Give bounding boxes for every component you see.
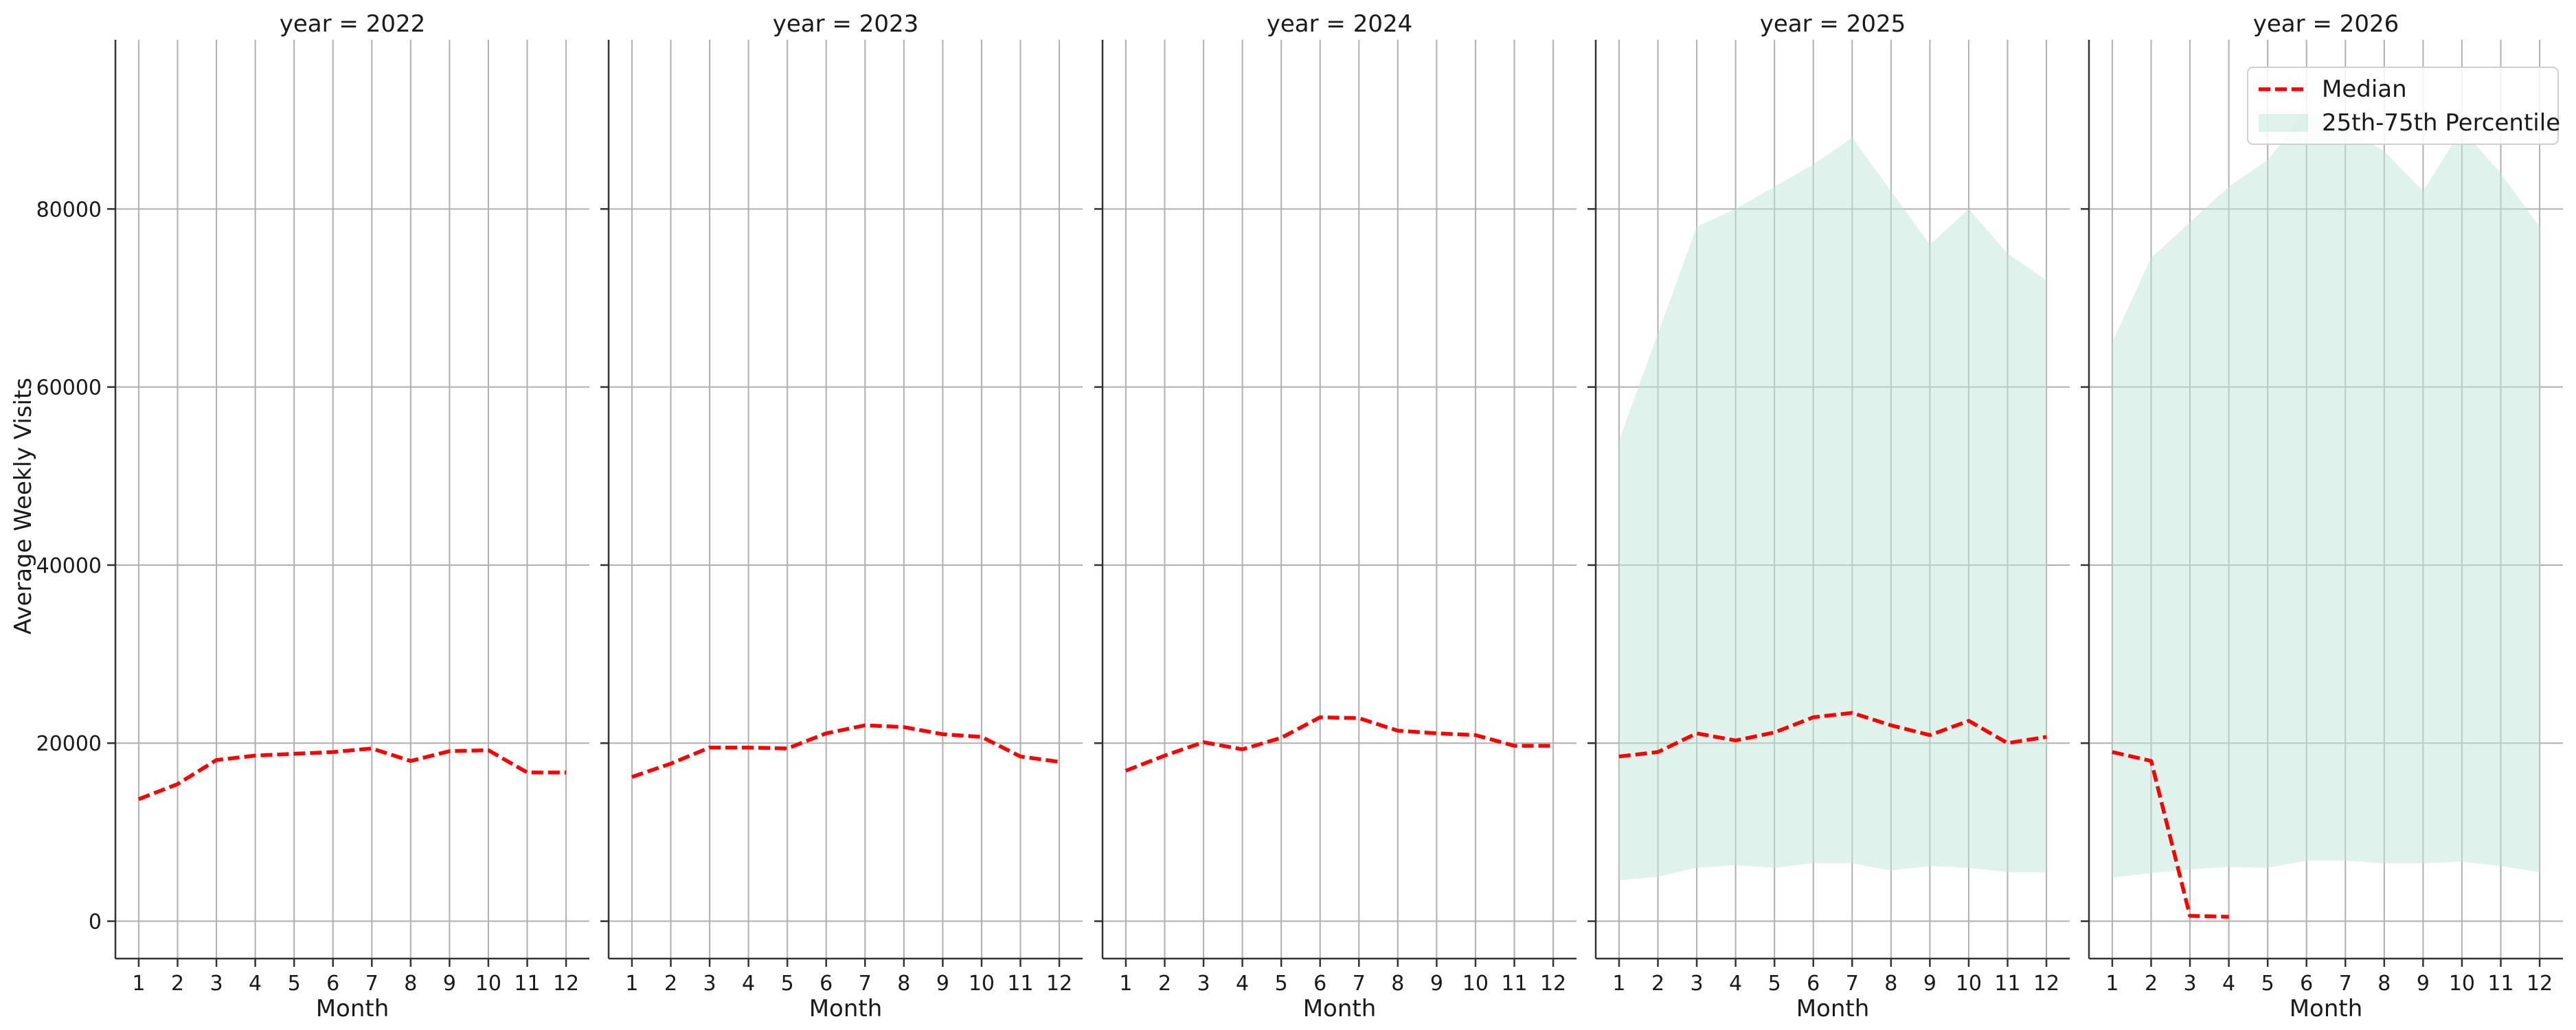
y-tick-label: 20000 — [36, 732, 102, 756]
percentile-band — [2112, 111, 2540, 878]
x-tick-label: 11 — [1994, 972, 2020, 996]
panel-title: year = 2022 — [280, 10, 425, 38]
x-tick-label: 9 — [1430, 972, 1443, 996]
x-tick-label: 10 — [969, 972, 995, 996]
x-tick-label: 8 — [897, 972, 910, 996]
x-tick-label: 6 — [326, 972, 339, 996]
x-tick-label: 9 — [936, 972, 949, 996]
legend-band-swatch — [2259, 114, 2308, 132]
x-tick-label: 2 — [1158, 972, 1171, 996]
x-tick-label: 12 — [2527, 972, 2553, 996]
x-axis-label: Month — [316, 995, 389, 1022]
x-axis-label: Month — [1796, 995, 1870, 1022]
x-tick-label: 10 — [1462, 972, 1489, 996]
y-axis-label: Average Weekly Visits — [10, 378, 37, 634]
x-axis-label: Month — [1303, 995, 1377, 1022]
x-tick-label: 7 — [2339, 972, 2352, 996]
x-tick-label: 4 — [1729, 972, 1742, 996]
x-tick-label: 7 — [859, 972, 872, 996]
x-tick-label: 3 — [210, 972, 223, 996]
x-tick-label: 8 — [404, 972, 417, 996]
x-tick-label: 9 — [1923, 972, 1936, 996]
x-tick-label: 12 — [1046, 972, 1072, 996]
x-tick-label: 2 — [2145, 972, 2158, 996]
legend-band-label: 25th-75th Percentile — [2322, 109, 2560, 137]
x-tick-label: 7 — [1846, 972, 1859, 996]
panel-title: year = 2024 — [1267, 10, 1412, 38]
x-tick-label: 6 — [820, 972, 833, 996]
x-tick-label: 3 — [2184, 972, 2197, 996]
x-tick-label: 7 — [365, 972, 379, 996]
x-tick-label: 9 — [443, 972, 456, 996]
x-tick-label: 11 — [1007, 972, 1033, 996]
x-tick-label: 12 — [1540, 972, 1566, 996]
x-tick-label: 6 — [1313, 972, 1326, 996]
x-tick-label: 5 — [2261, 972, 2274, 996]
legend-box — [2247, 67, 2559, 145]
x-tick-label: 3 — [703, 972, 716, 996]
median-line — [2112, 750, 2229, 919]
x-tick-label: 9 — [2417, 972, 2430, 996]
x-tick-label: 1 — [132, 972, 145, 996]
x-axis-label: Month — [809, 995, 883, 1022]
x-tick-label: 10 — [2449, 972, 2475, 996]
x-tick-label: 3 — [1197, 972, 1210, 996]
median-line — [1125, 715, 1554, 772]
x-tick-label: 6 — [1807, 972, 1820, 996]
x-tick-label: 10 — [475, 972, 501, 996]
x-tick-label: 11 — [514, 972, 540, 996]
x-tick-label: 11 — [2487, 972, 2513, 996]
percentile-band — [1618, 137, 2047, 880]
x-tick-label: 8 — [1884, 972, 1897, 996]
legend: Median 25th-75th Percentile — [2247, 67, 2560, 145]
x-tick-label: 5 — [781, 972, 794, 996]
x-tick-label: 6 — [2300, 972, 2313, 996]
x-tick-label: 8 — [2377, 972, 2391, 996]
x-tick-label: 11 — [1501, 972, 1527, 996]
panel-title: year = 2026 — [2253, 10, 2399, 38]
median-line — [1618, 711, 2047, 759]
x-tick-label: 2 — [171, 972, 184, 996]
y-tick-label: 60000 — [36, 376, 102, 400]
x-tick-label: 5 — [1768, 972, 1781, 996]
panel-title: year = 2025 — [1760, 10, 1906, 38]
median-line — [631, 723, 1060, 779]
x-tick-label: 4 — [249, 972, 262, 996]
x-tick-label: 10 — [1956, 972, 1982, 996]
x-tick-label: 2 — [1651, 972, 1664, 996]
x-tick-label: 5 — [288, 972, 301, 996]
x-axis-label: Month — [2290, 995, 2363, 1022]
x-tick-label: 1 — [1119, 972, 1132, 996]
x-tick-label: 8 — [1391, 972, 1404, 996]
y-tick-label: 80000 — [36, 198, 102, 222]
x-tick-label: 2 — [664, 972, 677, 996]
y-tick-label: 40000 — [36, 554, 102, 578]
x-tick-label: 4 — [742, 972, 755, 996]
x-tick-label: 4 — [2222, 972, 2235, 996]
legend-median-label: Median — [2322, 76, 2407, 103]
median-line — [137, 746, 567, 801]
x-tick-label: 7 — [1353, 972, 1366, 996]
x-tick-label: 1 — [625, 972, 638, 996]
x-tick-label: 3 — [1691, 972, 1704, 996]
x-tick-label: 5 — [1275, 972, 1288, 996]
x-tick-label: 4 — [1236, 972, 1249, 996]
panel-title: year = 2023 — [773, 10, 918, 38]
x-tick-label: 1 — [1612, 972, 1625, 996]
x-tick-label: 1 — [2105, 972, 2119, 996]
x-tick-label: 12 — [553, 972, 579, 996]
y-tick-label: 0 — [89, 911, 102, 935]
x-tick-label: 12 — [2033, 972, 2059, 996]
